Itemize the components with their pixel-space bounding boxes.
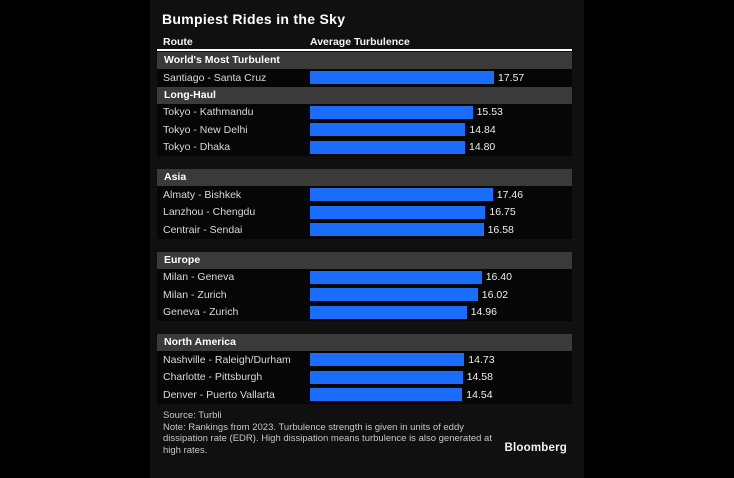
turbulence-bar [310,123,466,137]
table-row: Lanzhou - Chengdu 16.75 [157,203,572,221]
footer: Source: Turbli Note: Rankings from 2023.… [163,410,492,456]
table-row: Santiago - Santa Cruz 17.57 [157,69,572,87]
section-header-long-haul: Long-Haul [157,86,572,104]
bloomberg-logo: Bloomberg [504,442,567,454]
bar-value-label: 15.53 [476,106,503,119]
table-row: Tokyo - Kathmandu 15.53 [157,103,572,121]
table-row: Tokyo - New Delhi 14.84 [157,121,572,139]
turbulence-bar [310,270,482,284]
table-row: Geneva - Zurich 14.96 [157,303,572,321]
route-label: Tokyo - New Delhi [163,123,248,136]
note-line-1: Note: Rankings from 2023. Turbulence str… [163,421,465,433]
bar-value-label: 14.96 [470,306,497,319]
turbulence-bar [310,353,465,367]
header-divider [157,49,572,51]
table-row: Milan - Zurich 16.02 [157,286,572,304]
section-header-north-america: North America [157,334,572,351]
route-label: Denver - Puerto Vallarta [163,388,275,401]
bar-value-label: 17.46 [496,188,524,201]
table-row: Almaty - Bishkek 17.46 [157,186,572,204]
route-label: Geneva - Zurich [163,306,239,319]
source-line: Source: Turbli [163,410,222,421]
bar-value-label: 16.58 [487,223,514,236]
column-header-turbulence: Average Turbulence [310,36,410,48]
bar-value-label: 16.75 [489,206,516,219]
table-row: Centrair - Sendai 16.58 [157,221,572,239]
bar-value-label: 14.73 [468,353,495,366]
route-label: Charlotte - Pittsburgh [163,371,263,384]
turbulence-bar [310,223,484,237]
route-label: Tokyo - Dhaka [163,141,231,154]
bar-value-label: 14.58 [466,371,493,384]
bar-value-label: 14.54 [466,388,493,401]
turbulence-bar [310,288,478,302]
bar-value-label: 14.80 [469,141,496,154]
turbulence-bar [310,388,463,402]
route-label: Lanzhou - Chengdu [163,206,256,219]
table-row: Tokyo - Dhaka 14.80 [157,138,572,156]
section-header-europe: Europe [157,251,572,269]
note-line-3: high rates. [163,444,208,456]
table-row: Charlotte - Pittsburgh 14.58 [157,368,572,386]
route-label: Almaty - Bishkek [163,188,242,201]
column-header-route: Route [163,36,193,48]
chart-rows: World's Most Turbulent Santiago - Santa C… [157,52,572,404]
turbulence-bar [310,205,486,219]
route-label: Centrair - Sendai [163,223,243,236]
bar-value-label: 16.02 [481,288,509,301]
route-label: Santiago - Santa Cruz [163,71,267,84]
section-header-world-s-most-turbulent: World's Most Turbulent [157,52,572,69]
chart-title: Bumpiest Rides in the Sky [162,11,346,27]
turbulence-bar [310,140,465,154]
bar-value-label: 14.84 [469,123,496,136]
table-row: Nashville - Raleigh/Durham 14.73 [157,351,572,369]
turbulence-bar [310,71,494,85]
chart-panel: Bumpiest Rides in the Sky Route Average … [150,0,584,478]
table-row: Milan - Geneva 16.40 [157,268,572,286]
route-label: Tokyo - Kathmandu [163,106,254,119]
turbulence-bar [310,188,493,202]
turbulence-bar [310,370,463,384]
note-line-2: dissipation rate (EDR). High dissipation… [163,433,492,444]
table-row: Denver - Puerto Vallarta 14.54 [157,386,572,404]
turbulence-bar [310,105,473,119]
route-label: Milan - Geneva [163,271,235,284]
bar-value-label: 16.40 [485,271,512,284]
section-header-asia: Asia [157,169,572,186]
bar-value-label: 17.57 [498,71,525,84]
route-label: Milan - Zurich [163,288,227,301]
route-label: Nashville - Raleigh/Durham [163,353,291,366]
turbulence-bar [310,305,467,319]
